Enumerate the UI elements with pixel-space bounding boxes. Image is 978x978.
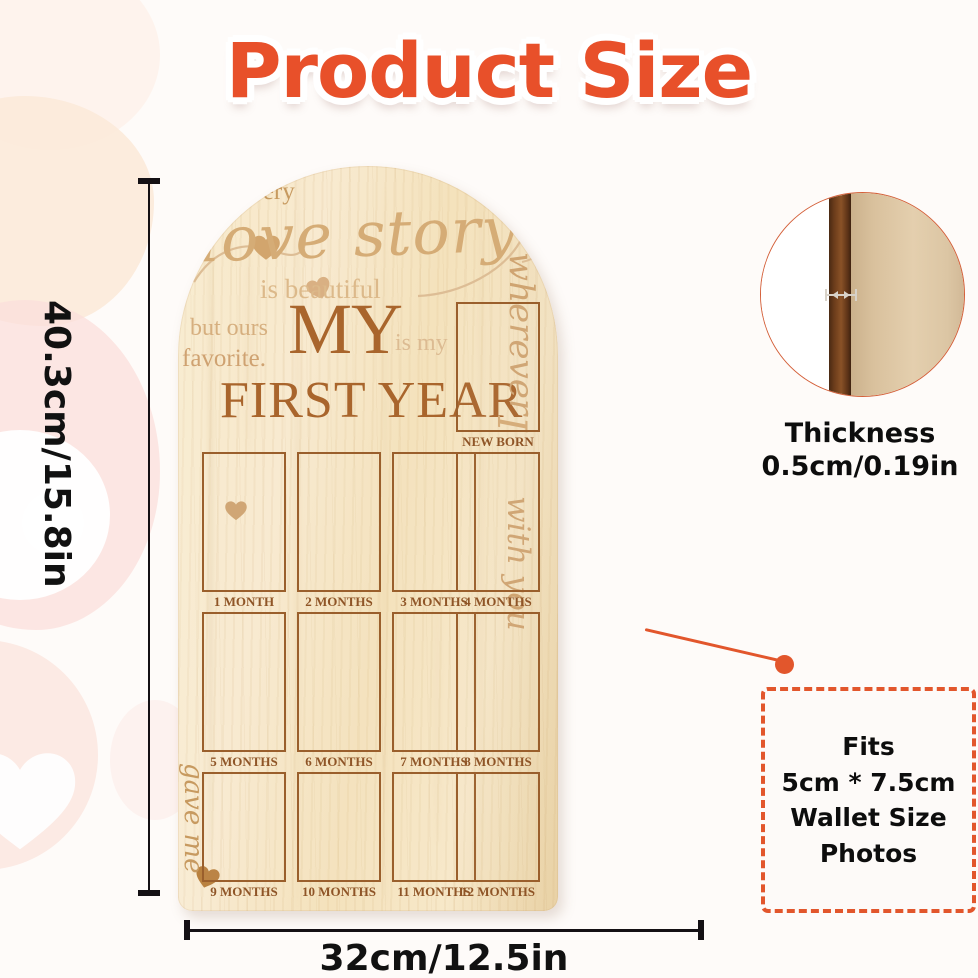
thickness-board-face <box>851 193 964 396</box>
photo-frame-month-2[interactable] <box>297 452 381 592</box>
quote-line-love-story: love story <box>198 192 519 277</box>
width-dimension-cap-right <box>698 920 704 940</box>
photo-label-month-6: 6 MONTHS <box>305 754 373 769</box>
photo-label-month-8: 8 MONTHS <box>464 754 532 769</box>
photo-label-newborn: NEW BORN <box>462 434 534 449</box>
thickness-title: Thickness <box>784 418 936 449</box>
photo-frame-month-5[interactable] <box>202 612 286 752</box>
height-dimension-line <box>138 178 160 896</box>
fits-line-4: Photos <box>819 838 918 868</box>
photo-frame-month-4[interactable] <box>456 452 540 592</box>
engraved-heart-icon-1 <box>252 235 280 260</box>
thickness-background-white <box>761 193 829 396</box>
callout-pointer-dot <box>775 655 794 674</box>
thickness-text-block: Thickness 0.5cm/0.19in <box>740 418 978 484</box>
photo-frame-month-8[interactable] <box>456 612 540 752</box>
background-heart-icon <box>0 753 76 850</box>
quote-line-favorite: favorite. <box>182 345 266 372</box>
height-dimension-label: 40.3cm/15.8in <box>36 300 77 588</box>
fits-line-1: Fits <box>842 732 895 761</box>
background-blob-pink <box>0 300 160 630</box>
photo-frame-month-10[interactable] <box>297 772 381 882</box>
photo-frame-month-7[interactable] <box>392 612 476 752</box>
thickness-measure-icon <box>825 289 857 301</box>
fits-line-3: Wallet Size <box>790 803 947 832</box>
photo-frame-month-3[interactable] <box>392 452 476 592</box>
callout-pointer-line <box>644 628 784 663</box>
thickness-magnifier-circle <box>760 192 965 397</box>
quote-line-is-my: is my <box>395 330 448 356</box>
fits-callout-box: Fits 5cm * 7.5cm Wallet Size Photos <box>761 687 976 913</box>
quote-line-but-ours: but ours <box>190 315 268 341</box>
photo-label-month-11: 11 MONTHS <box>397 884 471 899</box>
photo-frame-month-12[interactable] <box>456 772 540 882</box>
page-title-wrapper: Product Size <box>0 26 978 115</box>
width-dimension-line <box>184 920 704 940</box>
photo-label-month-4: 4 MONTHS <box>464 594 532 609</box>
photo-label-month-9: 9 MONTHS <box>210 884 278 899</box>
photo-label-month-12: 12 MONTHS <box>460 884 536 899</box>
photo-label-month-7: 7 MONTHS <box>400 754 468 769</box>
photo-frame-newborn[interactable] <box>456 302 540 432</box>
height-dimension-cap-top <box>138 178 160 184</box>
engraved-heart-icon-2 <box>306 276 330 299</box>
photo-frame-month-11[interactable] <box>392 772 476 882</box>
width-dimension-cap-left <box>184 920 190 940</box>
photo-label-month-3: 3 MONTHS <box>400 594 468 609</box>
height-dimension-cap-bottom <box>138 890 160 896</box>
background-blob-cream <box>0 96 154 326</box>
photo-frame-month-9[interactable] <box>202 772 286 882</box>
photo-label-month-2: 2 MONTHS <box>305 594 373 609</box>
fits-line-2: 5cm * 7.5cm <box>781 767 956 797</box>
headline-my: MY <box>288 289 403 369</box>
photo-frame-month-1[interactable] <box>202 452 286 592</box>
photo-label-month-1: 1 MONTH <box>213 594 275 609</box>
photo-frame-month-6[interactable] <box>297 612 381 752</box>
photo-label-month-10: 10 MONTHS <box>301 884 377 899</box>
page-title: Product Size <box>225 26 753 115</box>
quote-line-beautiful: is beautiful <box>260 274 381 304</box>
width-dimension-label: 32cm/12.5in <box>319 938 569 978</box>
quote-line-every: Every <box>235 178 295 205</box>
product-board: Every love story is beautiful but ours i… <box>178 166 558 911</box>
thickness-value: 0.5cm/0.19in <box>761 450 959 482</box>
photo-label-month-5: 5 MONTHS <box>210 754 278 769</box>
flourish-left-icon <box>193 235 306 283</box>
